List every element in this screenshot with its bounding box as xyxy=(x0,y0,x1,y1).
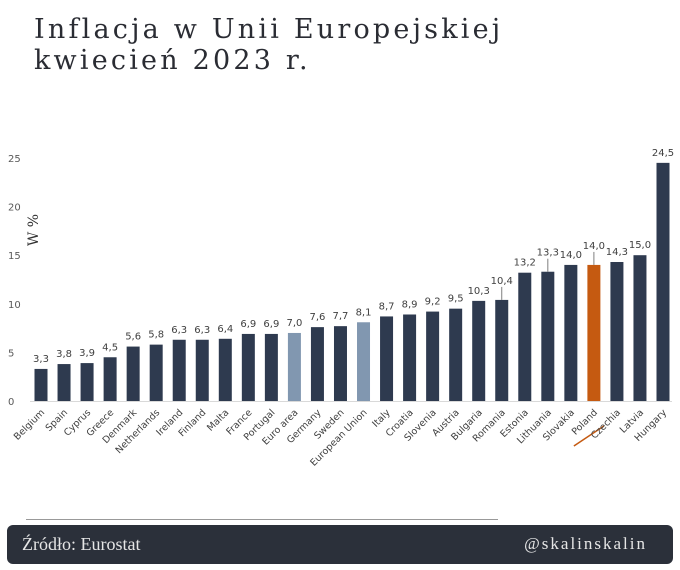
data-label: 10,3 xyxy=(468,286,490,297)
data-label: 13,2 xyxy=(514,258,536,269)
bars: 3,3 3,8 3,9 4,5 5,6 5,8 6,3 6,3 6,4 6,9 6,9 7,0 7,6 7… xyxy=(33,148,674,401)
y-tick-label: 10 xyxy=(8,300,21,311)
data-label: 14,3 xyxy=(606,247,628,258)
bar-finland xyxy=(195,339,209,401)
bar-slovakia xyxy=(564,264,578,401)
data-label: 9,2 xyxy=(425,297,441,308)
footer-divider xyxy=(26,519,498,520)
data-label: 9,5 xyxy=(448,294,464,305)
bar-european-union xyxy=(357,322,371,401)
bar-denmark xyxy=(126,346,140,401)
bar-italy xyxy=(380,316,394,401)
data-label: 14,0 xyxy=(560,250,582,261)
chart-title: Inflacja w Unii Europejskiej kwiecień 20… xyxy=(34,14,503,76)
bar-slovenia xyxy=(426,311,440,401)
x-tick-label: Belgium xyxy=(12,407,47,442)
highlight-underline xyxy=(573,425,605,447)
bar-croatia xyxy=(403,314,417,401)
bar-malta xyxy=(218,338,232,401)
data-label: 8,1 xyxy=(356,307,372,318)
data-label: 6,9 xyxy=(240,319,256,330)
y-axis: 0 5 10 15 20 25 xyxy=(8,154,21,408)
bar-poland xyxy=(587,264,601,401)
data-label: 6,3 xyxy=(171,325,187,336)
bar-netherlands xyxy=(149,344,163,401)
data-label: 6,3 xyxy=(194,325,210,336)
data-label: 5,6 xyxy=(125,332,141,343)
data-label: 4,5 xyxy=(102,342,118,353)
y-tick-label: 5 xyxy=(8,348,14,359)
author-handle: @skalinskalin xyxy=(524,534,647,553)
data-label: 7,7 xyxy=(333,311,349,322)
bar-greece xyxy=(103,357,117,401)
data-label: 7,6 xyxy=(309,312,325,323)
bar-hungary xyxy=(656,162,670,401)
data-label: 15,0 xyxy=(629,240,651,251)
x-axis-labels: BelgiumSpainCyprusGreeceDenmarkNetherlan… xyxy=(12,407,670,469)
data-label: 14,0 xyxy=(583,241,605,252)
y-tick-label: 20 xyxy=(8,203,21,214)
data-label: 8,9 xyxy=(402,299,418,310)
bar-romania xyxy=(495,299,509,401)
y-axis-label: W % xyxy=(26,214,42,246)
bar-belgium xyxy=(34,368,48,401)
data-label: 6,9 xyxy=(263,319,279,330)
title-line-2: kwiecień 2023 r. xyxy=(34,45,311,76)
bar-estonia xyxy=(518,272,532,401)
bar-cyprus xyxy=(80,363,94,401)
data-label: 8,7 xyxy=(379,301,395,312)
data-label: 5,8 xyxy=(148,330,164,341)
bar-bulgaria xyxy=(472,300,486,401)
data-label: 3,3 xyxy=(33,354,49,365)
y-tick-label: 0 xyxy=(8,397,14,408)
bar-czechia xyxy=(610,262,624,401)
bar-portugal xyxy=(264,333,278,401)
bar-euro-area xyxy=(287,332,301,401)
bar-lithuania xyxy=(541,271,555,401)
y-tick-label: 15 xyxy=(8,251,21,262)
data-label: 24,5 xyxy=(652,148,674,159)
bar-spain xyxy=(57,364,71,401)
data-label: 6,4 xyxy=(217,324,233,335)
bar-germany xyxy=(310,327,324,401)
data-label: 10,4 xyxy=(491,276,513,287)
bar-chart: 0 5 10 15 20 25 W % 3,3 3,8 3,9 4,5 5,6 5,8 6,3 6,3 6… xyxy=(8,148,674,469)
bar-ireland xyxy=(172,339,186,401)
source-label: Źródło: Eurostat xyxy=(22,534,141,554)
bar-sweden xyxy=(333,326,347,401)
bar-latvia xyxy=(633,255,647,401)
bar-france xyxy=(241,333,255,401)
y-tick-label: 25 xyxy=(8,154,21,165)
data-label: 7,0 xyxy=(286,318,302,329)
data-label: 3,9 xyxy=(79,348,95,359)
footer-bar: Źródło: Eurostat @skalinskalin xyxy=(7,525,673,564)
title-line-1: Inflacja w Unii Europejskiej xyxy=(34,14,504,45)
data-label: 3,8 xyxy=(56,349,72,360)
bar-austria xyxy=(449,308,463,401)
data-label: 13,3 xyxy=(537,248,559,259)
